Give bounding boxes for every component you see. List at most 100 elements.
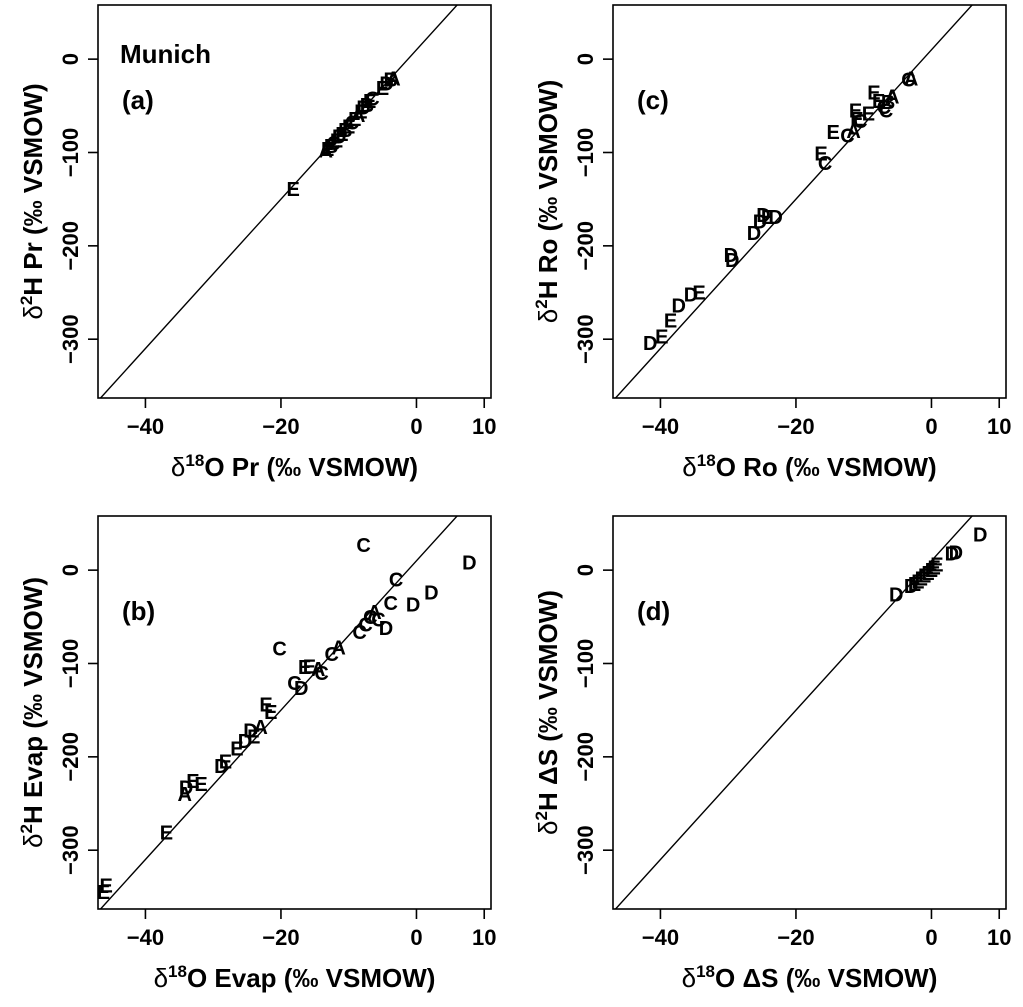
data-point-E: E [930, 555, 943, 577]
plot-frame [97, 515, 492, 910]
x-tick-label: −40 [127, 925, 164, 950]
data-point-C: C [314, 663, 328, 685]
data-point-E: E [354, 101, 367, 123]
reference-line [99, 5, 459, 398]
data-point-C: C [365, 88, 379, 110]
x-axis-title: δ18O Ro (‰ VSMOW) [682, 451, 936, 482]
data-point-C: C [325, 644, 339, 666]
data-point-E: E [761, 207, 774, 229]
data-point-A: A [846, 121, 860, 143]
data-point-E: E [827, 122, 840, 144]
x-tick-label: −20 [262, 414, 299, 439]
data-point-D: D [671, 296, 685, 318]
data-point-C: C [879, 100, 893, 122]
data-point-C: C [272, 639, 286, 661]
data-point-C: C [877, 97, 891, 119]
data-point-D: D [949, 542, 963, 564]
data-point-D: D [462, 553, 476, 575]
data-point-E: E [194, 774, 207, 796]
panel-label: (d) [637, 596, 670, 626]
data-point-C: C [371, 610, 385, 632]
data-point-C: C [327, 133, 341, 155]
data-point-D: D [973, 525, 987, 547]
x-tick-label: 10 [987, 925, 1011, 950]
data-point-D: D [684, 284, 698, 306]
data-point-E: E [335, 124, 348, 146]
x-axis-title: δ18O Evap (‰ VSMOW) [154, 962, 436, 993]
data-point-B: B [383, 70, 397, 92]
y-tick-label: −300 [573, 314, 598, 364]
y-tick-label: 0 [573, 53, 598, 65]
y-tick-label: −300 [573, 825, 598, 875]
data-point-E: E [918, 566, 931, 588]
data-point-C: C [853, 111, 867, 133]
x-tick-label: 0 [410, 925, 422, 950]
data-point-E: E [99, 876, 112, 898]
panels-root: −40 −20 0 10 0 −100 −20 0 −300 δ18O Pr (‰ VSMOW) δ… [17, 4, 1011, 993]
data-point-E: E [160, 822, 173, 844]
data-point-E: E [363, 91, 376, 113]
data-point-C: C [352, 622, 366, 644]
x-tick-label: −40 [642, 414, 679, 439]
y-tick-label: 0 [573, 564, 598, 576]
y-tick-label: −100 [573, 128, 598, 178]
data-point-B: B [338, 120, 352, 142]
x-axis-title: δ18O Pr (‰ VSMOW) [171, 451, 418, 482]
data-point-D: D [406, 595, 420, 617]
data-point-D: D [904, 576, 918, 598]
data-point-E: E [303, 656, 316, 678]
data-point-E: E [298, 657, 311, 679]
data-point-B: B [324, 136, 338, 158]
data-point-D: D [643, 333, 657, 355]
x-tick-label: 10 [987, 414, 1011, 439]
data-point-C: C [818, 153, 832, 175]
y-tick-label: −300 [58, 314, 83, 364]
data-point-E: E [348, 109, 361, 131]
data-point-D: D [179, 778, 193, 800]
data-point-E: E [259, 695, 272, 717]
y-tick-label: 0 [58, 564, 83, 576]
data-point-D: D [768, 207, 782, 229]
data-point-E: E [321, 139, 334, 161]
data-point-A: A [351, 105, 365, 127]
panel-label: (a) [122, 85, 154, 115]
data-point-E: E [376, 78, 389, 100]
data-point-E: E [850, 109, 863, 131]
data-point-E: E [330, 130, 343, 152]
data-point-E: E [862, 103, 875, 125]
data-point-E: E [915, 569, 928, 591]
data-point-A: A [331, 638, 345, 660]
data-point-C: C [389, 569, 403, 591]
data-point-E: E [928, 557, 941, 579]
data-point-C: C [901, 70, 915, 92]
y-tick-label: −100 [58, 128, 83, 178]
y-axis-title: δ2H Ro (‰ VSMOW) [532, 80, 563, 323]
plot-frame [612, 515, 1007, 910]
data-point-D: D [725, 250, 739, 272]
data-point-D: D [214, 756, 228, 778]
data-point-D: D [294, 678, 308, 700]
reference-line [614, 516, 974, 909]
data-point-C: C [287, 673, 301, 695]
data-point-B: B [881, 92, 895, 114]
data-point-D: D [332, 127, 346, 149]
data-point-A: A [318, 141, 332, 163]
data-point-A: A [178, 784, 192, 806]
data-point-E: E [867, 83, 880, 105]
data-point-D: D [238, 731, 252, 753]
data-point-E: E [342, 116, 355, 138]
y-axis-title: δ2H Evap (‰ VSMOW) [17, 577, 48, 848]
data-point-A: A [311, 659, 325, 681]
data-point-D: D [747, 223, 761, 245]
data-point-E: E [908, 574, 921, 596]
x-tick-label: −20 [262, 925, 299, 950]
x-tick-label: 0 [925, 414, 937, 439]
data-point-C: C [840, 126, 854, 148]
data-point-C: C [383, 593, 397, 615]
data-point-E: E [692, 283, 705, 305]
